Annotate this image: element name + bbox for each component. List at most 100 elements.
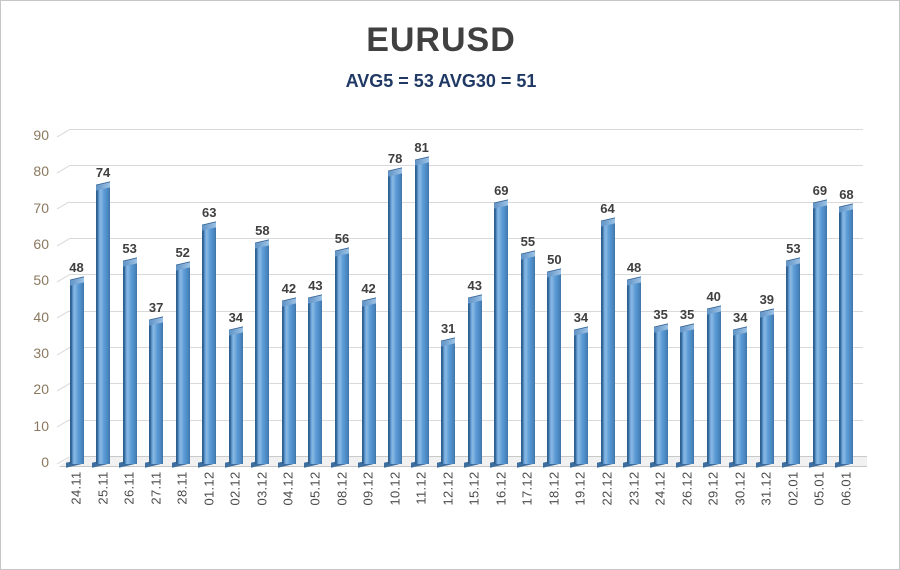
y-axis-tick-label: 50 (33, 272, 49, 289)
x-axis-tick-label: 24.11 (68, 471, 84, 505)
bar-column (494, 205, 509, 464)
bar (437, 337, 456, 468)
bar-column (335, 252, 349, 464)
bar (277, 297, 296, 468)
bar-column (281, 303, 296, 464)
x-axis-tick-label: 23.12 (626, 471, 642, 506)
bar (251, 239, 270, 468)
bar-column (175, 267, 190, 464)
bar (92, 181, 111, 468)
bar-value-label: 39 (759, 292, 775, 308)
x-axis-tick-label: 30.12 (732, 471, 748, 506)
bar-value-label: 34 (228, 310, 244, 326)
bar (357, 297, 376, 468)
bar-column (122, 263, 137, 464)
bar-value-label: 68 (839, 186, 854, 202)
gridline (69, 383, 863, 385)
bar (463, 294, 482, 468)
bar-value-label: 50 (547, 252, 562, 268)
x-axis-tick-label: 27.11 (148, 471, 164, 505)
y-axis-tick-label: 70 (33, 199, 49, 216)
bar-value-label: 53 (786, 241, 801, 257)
bar-column (202, 227, 217, 464)
bar-column (149, 321, 164, 464)
y-axis-tick-label: 10 (33, 417, 49, 434)
bar-value-label: 69 (812, 183, 828, 199)
bar-column (414, 161, 429, 464)
bar-column (308, 299, 323, 464)
gridline-elbow (56, 201, 69, 210)
bar (782, 257, 801, 468)
x-axis-tick-label: 22.12 (599, 471, 615, 506)
bar-value-label: 40 (706, 288, 721, 304)
bar-column (69, 281, 84, 464)
y-axis-tick-label: 20 (33, 381, 49, 398)
bar (198, 221, 217, 468)
bar-value-label: 43 (308, 277, 323, 293)
bar-value-label: 31 (440, 321, 456, 337)
bar-column (255, 245, 270, 464)
bar-column (812, 205, 827, 464)
bar-value-label: 48 (626, 259, 642, 275)
gridline (69, 310, 863, 312)
gridline-elbow (56, 419, 69, 428)
bar-column (680, 328, 695, 464)
bar (145, 315, 164, 468)
bar-column (467, 299, 482, 464)
bar-value-label: 63 (202, 205, 217, 221)
bar-column (388, 172, 403, 464)
bar-value-label: 35 (679, 306, 695, 322)
bar-value-label: 55 (520, 234, 536, 250)
bar-column (706, 310, 721, 464)
bar-value-label: 34 (733, 310, 748, 326)
x-axis-tick-label: 04.12 (280, 471, 296, 506)
bar-value-label: 64 (600, 201, 615, 217)
chart-title: EURUSD (366, 21, 516, 59)
bar-value-label: 37 (148, 299, 164, 315)
bar-column (627, 281, 642, 464)
bar (490, 199, 509, 468)
x-axis-tick-label: 26.12 (679, 471, 695, 506)
gridline-elbow (56, 383, 69, 392)
bar (649, 323, 668, 468)
gridline-elbow (56, 346, 69, 356)
bar-column (441, 343, 456, 464)
gridline (69, 274, 863, 276)
bar (543, 268, 562, 468)
x-axis-tick-label: 10.12 (387, 471, 403, 506)
y-axis-tick-label: 90 (33, 127, 49, 143)
bar-column (228, 332, 243, 464)
bar (729, 326, 748, 468)
x-axis-tick-label: 01.12 (201, 471, 217, 506)
gridline (69, 165, 863, 167)
y-axis-tick-label: 40 (33, 308, 49, 325)
bar (331, 246, 349, 468)
bar-column (361, 303, 376, 464)
x-axis-tick-label: 02.01 (785, 471, 801, 506)
bar (304, 294, 323, 468)
x-axis-tick-label: 26.11 (121, 471, 137, 505)
gridline-elbow (56, 310, 69, 319)
bar-column (653, 328, 668, 464)
y-axis-tick-label: 60 (33, 236, 49, 252)
bar-column (786, 263, 801, 464)
x-axis-tick-label: 18.12 (546, 471, 562, 506)
x-axis-tick-label: 09.12 (360, 471, 376, 506)
bar-value-label: 56 (334, 230, 350, 246)
bar-value-label: 69 (494, 183, 509, 199)
bar (623, 275, 642, 468)
bar (516, 250, 535, 468)
x-axis-tick-label: 19.12 (572, 471, 588, 506)
x-axis-tick-label: 17.12 (519, 471, 535, 506)
bar-value-label: 74 (95, 165, 111, 181)
bar-value-label: 34 (573, 310, 589, 326)
bar (676, 323, 695, 468)
x-axis-tick-label: 29.12 (705, 471, 721, 506)
bar-value-label: 81 (414, 139, 429, 155)
x-axis-tick-label: 05.12 (307, 471, 323, 506)
bar-column (733, 332, 748, 464)
bar (596, 217, 615, 468)
bar-column (547, 274, 562, 464)
